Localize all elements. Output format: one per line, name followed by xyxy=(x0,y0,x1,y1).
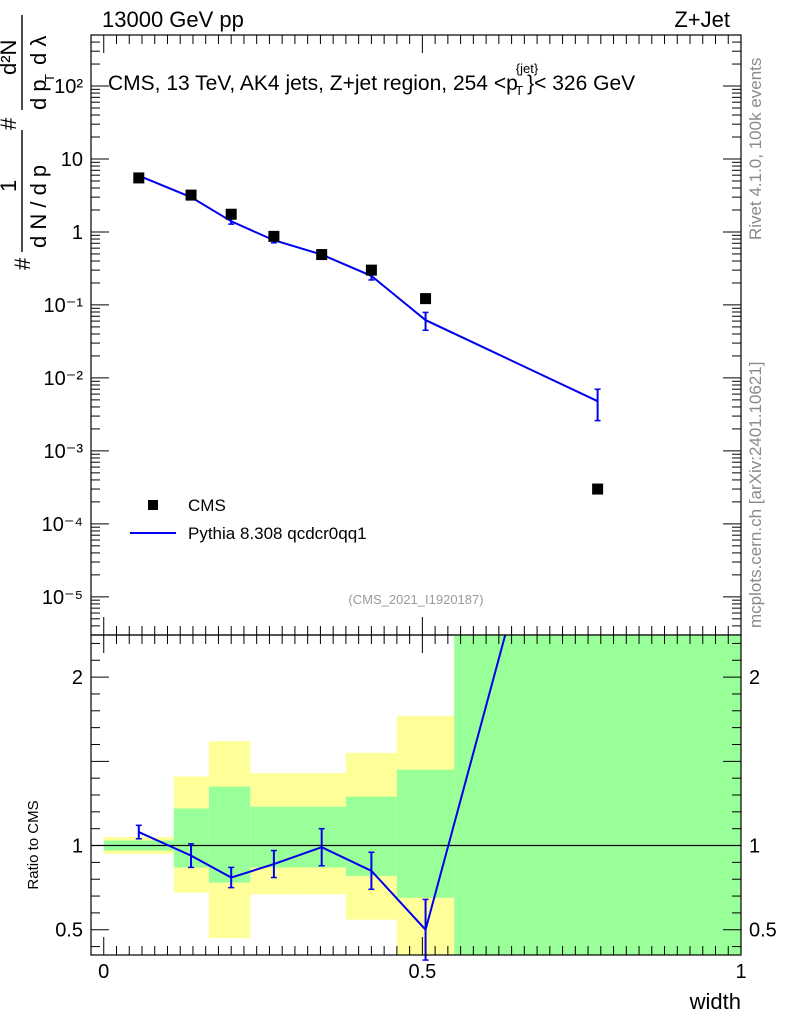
ylabel-d2N: d²N xyxy=(0,40,21,75)
title-text-before: CMS, 13 TeV, AK4 jets, Z+jet region, 254… xyxy=(108,72,518,95)
ylabel-hash-2: # xyxy=(0,117,21,130)
ratio-y-tick-label-right: 0.5 xyxy=(749,920,777,942)
title-subscript: T xyxy=(515,83,523,98)
main-panel: 10² 10 1 10⁻¹ 10⁻² 10⁻³ 10⁻⁴ 10⁻⁵ CMS, 13 TeV, … xyxy=(0,15,742,636)
main-y-tick-labels: 10² 10 1 10⁻¹ 10⁻² 10⁻³ 10⁻⁴ 10⁻⁵ xyxy=(42,76,84,609)
ratio-panel: 0.5 0.51 12 2 0 0.5 1 Ratio to CMS width xyxy=(25,634,777,1014)
pythia-line xyxy=(138,174,599,403)
x-tick-label: 1 xyxy=(735,961,746,983)
cms-data-point xyxy=(185,189,197,201)
ratio-band-inner xyxy=(396,769,455,898)
rivet-side-label: Rivet 4.1.0, 100k events xyxy=(746,58,765,240)
header-left-text: 13000 GeV pp xyxy=(102,7,244,32)
y-tick-label: 10⁻⁴ xyxy=(42,514,83,536)
y-tick-label: 10⁻¹ xyxy=(44,295,84,317)
ratio-y-axis-title: Ratio to CMS xyxy=(25,800,42,889)
cms-data-point xyxy=(316,249,328,261)
legend-label-cms: CMS xyxy=(188,496,226,515)
ratio-uncertainty-bands xyxy=(103,635,741,955)
header-right-text: Z+Jet xyxy=(674,7,730,32)
ratio-line xyxy=(138,634,507,932)
ratio-axis-ticks xyxy=(91,635,742,955)
y-tick-label: 10⁻³ xyxy=(44,441,84,463)
ylabel-dN-dpt: d N / d p xyxy=(26,165,51,248)
legend: CMS Pythia 8.308 qcdcr0qq1 xyxy=(130,496,367,543)
ratio-y-tick-label-left: 1 xyxy=(72,836,83,858)
cms-data-point xyxy=(133,172,145,184)
title-text-after: }< 326 GeV xyxy=(527,72,635,95)
main-title: CMS, 13 TeV, AK4 jets, Z+jet region, 254… xyxy=(108,61,635,98)
ylabel-T-sub: T xyxy=(42,74,57,82)
y-tick-label: 1 xyxy=(72,222,83,244)
cms-data-point xyxy=(592,483,604,495)
ylabel-one: 1 xyxy=(0,180,21,192)
x-axis-title: width xyxy=(689,989,741,1014)
y-tick-label: 10² xyxy=(54,76,83,98)
mcplots-side-label: mcplots.cern.ch [arXiv:2401.10621] xyxy=(746,362,765,628)
ylabel-dpt: d p xyxy=(26,79,51,110)
legend-label-pythia: Pythia 8.308 qcdcr0qq1 xyxy=(188,524,367,543)
cms-data-point xyxy=(225,208,237,220)
cms-data-point xyxy=(365,264,377,276)
ratio-y-tick-label-left: 0.5 xyxy=(55,920,83,942)
ratio-y-tick-label-right: 1 xyxy=(749,836,760,858)
ratio-band-inner xyxy=(454,635,741,955)
x-tick-label: 0 xyxy=(98,961,109,983)
main-panel-frame xyxy=(90,34,742,636)
main-series-layer xyxy=(133,172,604,495)
ratio-x-tick-labels: 0 0.5 1 xyxy=(98,961,746,983)
y-tick-label: 10⁻² xyxy=(44,368,84,390)
main-axis-ticks xyxy=(91,34,742,636)
ylabel-hash-1: # xyxy=(10,257,35,270)
title-superscript: {jet} xyxy=(516,61,539,76)
y-tick-label: 10 xyxy=(61,149,83,171)
y-tick-label: 10⁻⁵ xyxy=(42,587,83,609)
main-y-axis-title: # 1 d N / d p # d²N d p T d λ xyxy=(0,15,57,270)
ratio-y-tick-label-right: 2 xyxy=(749,667,760,689)
cms-data-point xyxy=(268,230,280,242)
cms-data-point xyxy=(420,293,432,305)
ratio-series-layer xyxy=(135,634,507,961)
ratio-y-tick-labels: 0.5 0.5 1 1 2 2 xyxy=(55,667,777,942)
ratio-y-tick-label-left: 2 xyxy=(72,667,83,689)
ratio-band-inner xyxy=(208,786,251,883)
ylabel-dlambda: d λ xyxy=(26,36,51,65)
legend-marker-cms xyxy=(148,500,158,510)
analysis-watermark: (CMS_2021_I1920187) xyxy=(348,592,483,607)
x-tick-label: 0.5 xyxy=(408,961,436,983)
